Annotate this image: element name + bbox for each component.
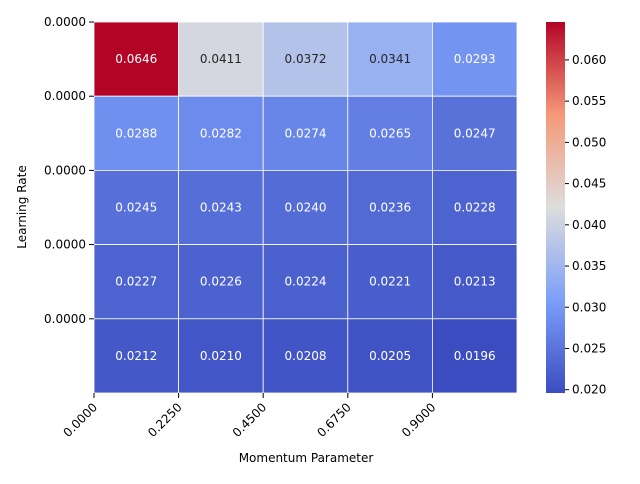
- x-tick-label: 0.9000: [399, 400, 439, 440]
- heatmap-cell: [347, 21, 433, 97]
- heatmap-cell: [431, 21, 518, 97]
- cell-value-label: 0.0293: [454, 52, 496, 66]
- heatmap-cell: [431, 95, 518, 171]
- heatmap-cell: [262, 21, 349, 97]
- x-tick-label: 0.4500: [230, 400, 270, 440]
- cell-value-label: 0.0213: [454, 275, 496, 289]
- cell-value-label: 0.0240: [285, 201, 327, 215]
- cell-value-label: 0.0274: [285, 126, 327, 140]
- colorbar-tick-label: 0.055: [572, 94, 606, 108]
- heatmap-cell: [93, 244, 179, 320]
- cell-value-label: 0.0196: [454, 349, 496, 363]
- cell-value-label: 0.0226: [200, 275, 242, 289]
- cell-value-label: 0.0288: [115, 126, 157, 140]
- cell-value-label: 0.0372: [285, 52, 327, 66]
- colorbar-tick-label: 0.045: [572, 177, 606, 191]
- heatmap-cell: [262, 95, 349, 171]
- heatmap-cell: [347, 244, 433, 320]
- cell-value-label: 0.0341: [369, 52, 411, 66]
- y-tick-label: 0.0000: [44, 238, 86, 252]
- y-axis-label: Learning Rate: [15, 165, 29, 248]
- cell-value-label: 0.0224: [285, 275, 327, 289]
- heatmap-cell: [431, 244, 518, 320]
- cell-value-label: 0.0212: [115, 349, 157, 363]
- cell-value-label: 0.0245: [115, 201, 157, 215]
- x-axis-label: Momentum Parameter: [239, 451, 374, 465]
- heatmap-cells: [93, 21, 518, 394]
- heatmap-cell: [262, 169, 349, 245]
- heatmap-cell: [262, 244, 349, 320]
- x-tick-label: 0.0000: [61, 400, 101, 440]
- colorbar-gradient: [546, 22, 565, 393]
- cell-value-label: 0.0205: [369, 349, 411, 363]
- colorbar-tick-label: 0.025: [572, 341, 606, 355]
- heatmap-cell: [178, 169, 264, 245]
- y-tick-label: 0.0000: [44, 15, 86, 29]
- cell-value-label: 0.0210: [200, 349, 242, 363]
- colorbar-tick-label: 0.060: [572, 53, 606, 67]
- cell-value-label: 0.0227: [115, 275, 157, 289]
- y-tick-label: 0.0000: [44, 312, 86, 326]
- heatmap-cell-labels: 0.0646 0.0411 0.0372 0.0341 0.0293 0.0288 0.02…: [115, 52, 495, 363]
- heatmap-cell: [178, 244, 264, 320]
- colorbar-tick-label: 0.040: [572, 218, 606, 232]
- cell-value-label: 0.0208: [285, 349, 327, 363]
- colorbar: 0.020 0.025 0.030 0.035 0.040 0.045 0.050 0.055…: [546, 22, 606, 397]
- cell-value-label: 0.0221: [369, 275, 411, 289]
- heatmap-cell: [178, 318, 264, 394]
- cell-value-label: 0.0247: [454, 126, 496, 140]
- heatmap-cell: [93, 318, 179, 394]
- x-tick-label: 0.6750: [314, 400, 354, 440]
- x-axis: 0.0000 0.2250 0.4500 0.6750 0.9000: [61, 393, 439, 440]
- x-tick-label: 0.2250: [145, 400, 185, 440]
- heatmap-cell: [93, 95, 179, 171]
- cell-value-label: 0.0228: [454, 201, 496, 215]
- colorbar-tick-label: 0.050: [572, 135, 606, 149]
- cell-value-label: 0.0411: [200, 52, 242, 66]
- heatmap-cell: [431, 169, 518, 245]
- cell-value-label: 0.0282: [200, 126, 242, 140]
- cell-value-label: 0.0646: [115, 52, 157, 66]
- heatmap-cell: [431, 318, 518, 394]
- heatmap-cell: [93, 21, 179, 97]
- colorbar-tick-label: 0.030: [572, 300, 606, 314]
- colorbar-tick-label: 0.035: [572, 259, 606, 273]
- heatmap-cell: [347, 169, 433, 245]
- y-tick-label: 0.0000: [44, 163, 86, 177]
- y-axis: 0.0000 0.0000 0.0000 0.0000 0.0000: [44, 15, 94, 326]
- colorbar-tick-label: 0.020: [572, 383, 606, 397]
- heatmap-cell: [178, 21, 264, 97]
- heatmap-cell: [262, 318, 349, 394]
- cell-value-label: 0.0265: [369, 126, 411, 140]
- y-tick-label: 0.0000: [44, 89, 86, 103]
- cell-value-label: 0.0236: [369, 201, 411, 215]
- cell-value-label: 0.0243: [200, 201, 242, 215]
